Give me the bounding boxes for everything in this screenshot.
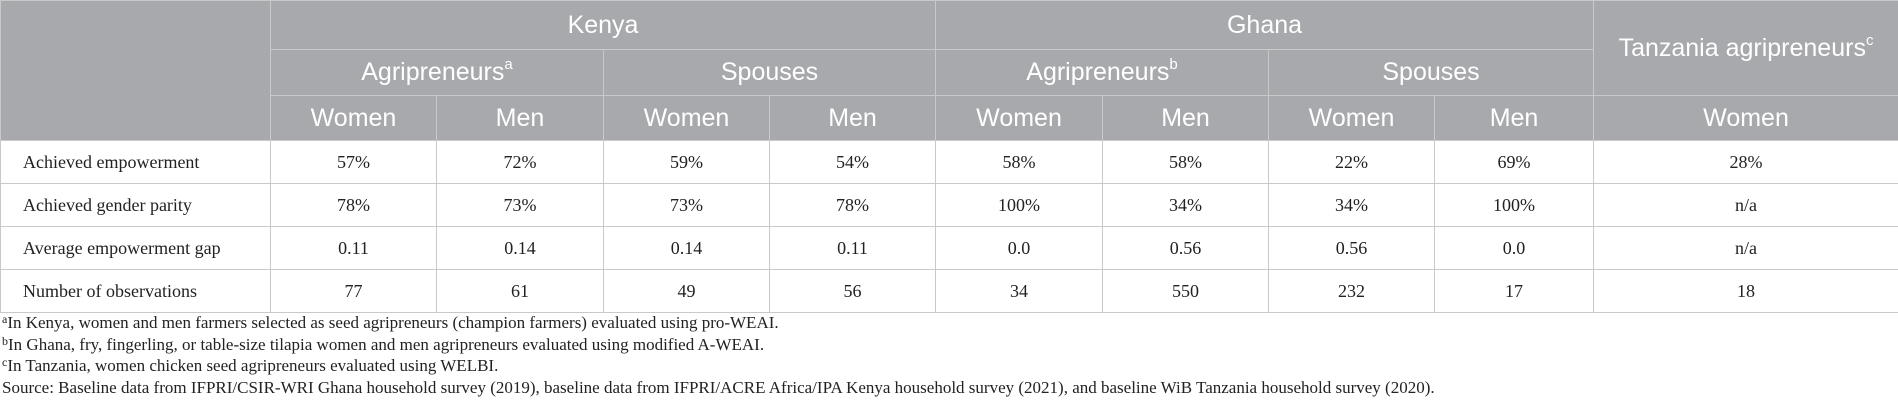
sex-header: Men: [1102, 95, 1270, 141]
table-cell: 0.0: [1434, 226, 1595, 270]
sex-header: Women: [1593, 95, 1898, 141]
table-footnotes: aIn Kenya, women and men farmers selecte…: [2, 312, 1892, 398]
group-header-ghana-spouses: Spouses: [1268, 49, 1595, 96]
group-header-kenya-spouses: Spouses: [602, 49, 937, 96]
row-label: Average empowerment gap: [0, 226, 271, 270]
table-cell: 61: [436, 269, 604, 313]
table-cell: 78%: [768, 183, 937, 227]
source-note: Source: Baseline data from IFPRI/CSIR-WR…: [2, 377, 1435, 397]
header-corner: [0, 0, 271, 141]
sex-header: Men: [768, 95, 937, 141]
table-row: Average empowerment gap 0.11 0.14 0.14 0…: [0, 226, 1898, 270]
table-cell: 72%: [436, 140, 604, 184]
table-cell: 0.56: [1102, 226, 1270, 270]
table-cell: 232: [1268, 269, 1436, 313]
table-cell: 49: [603, 269, 770, 313]
table-cell: 100%: [1434, 183, 1595, 227]
table-row: Achieved empowerment 57% 72% 59% 54% 58%…: [0, 140, 1898, 184]
country-header-ghana: Ghana: [935, 0, 1595, 50]
table-cell: 0.11: [270, 226, 437, 270]
table-cell: 73%: [436, 183, 604, 227]
table-row: Number of observations 77 61 49 56 34 55…: [0, 269, 1898, 313]
table-body: Achieved empowerment 57% 72% 59% 54% 58%…: [0, 140, 1898, 313]
group-header-ghana-agripreneurs: Agripreneursb: [935, 49, 1270, 96]
table-cell: 54%: [768, 140, 937, 184]
row-label: Achieved empowerment: [0, 140, 271, 184]
table-cell: 22%: [1268, 140, 1436, 184]
country-header-tanzania: Tanzania agripreneursc: [1593, 0, 1898, 96]
table-cell: 34%: [1268, 183, 1436, 227]
table-cell: 58%: [1102, 140, 1270, 184]
row-label: Achieved gender parity: [0, 183, 271, 227]
sex-header: Men: [1434, 95, 1595, 141]
table-cell: 78%: [270, 183, 437, 227]
table-cell: 0.11: [768, 226, 937, 270]
sex-header: Women: [603, 95, 770, 141]
table-cell: 73%: [603, 183, 770, 227]
table-cell: 17: [1434, 269, 1595, 313]
empowerment-table: Kenya Ghana Tanzania agripreneursc Agrip…: [0, 0, 1898, 313]
group-header-kenya-agripreneurs: Agripreneursa: [270, 49, 604, 96]
footnote: cIn Tanzania, women chicken seed agripre…: [2, 355, 499, 375]
table-row: Achieved gender parity 78% 73% 73% 78% 1…: [0, 183, 1898, 227]
sex-header: Women: [935, 95, 1104, 141]
table-cell: 57%: [270, 140, 437, 184]
table-cell: n/a: [1593, 226, 1898, 270]
table-cell: 34%: [1102, 183, 1270, 227]
footnote: bIn Ghana, fry, fingerling, or table-siz…: [2, 333, 765, 354]
table-cell: 56: [768, 269, 937, 313]
table-cell: 58%: [935, 140, 1104, 184]
table-cell: 77: [270, 269, 437, 313]
table-cell: 69%: [1434, 140, 1595, 184]
table-cell: 100%: [935, 183, 1104, 227]
footnote: aIn Kenya, women and men farmers selecte…: [2, 312, 779, 332]
table-cell: 0.14: [603, 226, 770, 270]
country-header-kenya: Kenya: [269, 0, 937, 50]
table-header: Kenya Ghana Tanzania agripreneursc Agrip…: [0, 0, 1898, 141]
table-cell: 18: [1593, 269, 1898, 313]
sex-header: Women: [270, 95, 437, 141]
table-cell: n/a: [1593, 183, 1898, 227]
table-cell: 28%: [1593, 140, 1898, 184]
table-cell: 59%: [603, 140, 770, 184]
sex-header: Women: [1268, 95, 1436, 141]
table-cell: 34: [935, 269, 1104, 313]
table-cell: 550: [1102, 269, 1270, 313]
row-label: Number of observations: [0, 269, 271, 313]
table-cell: 0.56: [1268, 226, 1436, 270]
table-cell: 0.0: [935, 226, 1104, 270]
sex-header: Men: [436, 95, 604, 141]
table-cell: 0.14: [436, 226, 604, 270]
